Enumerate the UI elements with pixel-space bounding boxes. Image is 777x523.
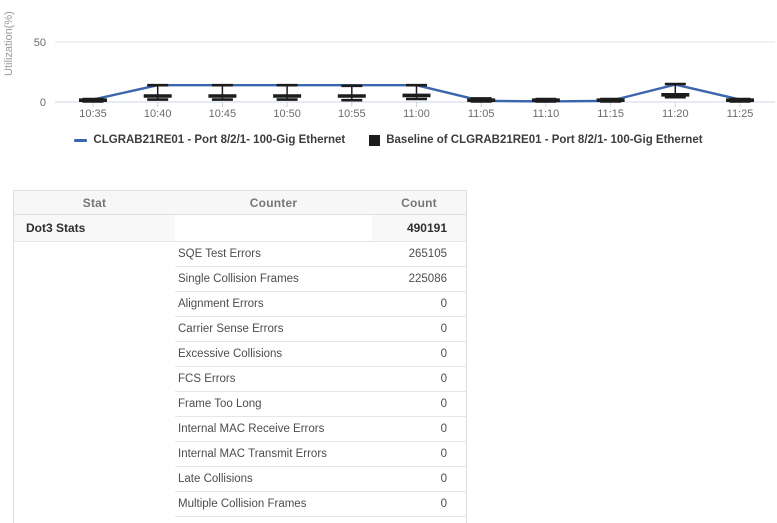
legend-baseline-label: Baseline of CLGRAB21RE01 - Port 8/2/1- 1… <box>386 134 703 146</box>
counter-cell: Internal MAC Transmit Errors <box>178 448 327 460</box>
baseline-square-marker-icon <box>369 134 381 146</box>
svg-text:10:40: 10:40 <box>144 108 172 120</box>
table-row: Excessive Collisions 0 <box>175 342 466 367</box>
table-row: SQE Test Errors 265105 <box>175 242 466 267</box>
table-row: Internal MAC Transmit Errors 0 <box>175 442 466 467</box>
dot3-stats-table: Stat Counter Count Dot3 Stats 490191 SQE… <box>13 190 467 523</box>
count-cell: 225086 <box>408 273 447 285</box>
svg-text:50: 50 <box>34 37 46 49</box>
count-cell: 0 <box>440 298 447 310</box>
group-summary-row: Dot3 Stats 490191 <box>13 215 467 242</box>
counter-cell: Carrier Sense Errors <box>178 323 284 335</box>
svg-text:10:45: 10:45 <box>209 108 237 120</box>
counter-cell: Excessive Collisions <box>178 348 283 360</box>
group-stat-cell: Dot3 Stats <box>14 215 175 241</box>
count-cell: 0 <box>440 473 447 485</box>
count-cell: 0 <box>440 448 447 460</box>
counter-cell: Internal MAC Receive Errors <box>178 423 325 435</box>
utilization-chart[interactable]: 50 0 Utilization(%) 10:35 10:40 10:45 10:50 10:… <box>0 0 777 128</box>
table-header-row: Stat Counter Count <box>13 190 467 215</box>
utilization-chart-canvas[interactable]: 50 0 Utilization(%) 10:35 10:40 10:45 10:50 10:… <box>0 0 777 128</box>
svg-text:11:10: 11:10 <box>533 108 560 120</box>
clipped-next-row <box>13 517 467 523</box>
column-header-counter: Counter <box>249 195 298 210</box>
svg-text:10:55: 10:55 <box>338 108 366 120</box>
count-cell: 0 <box>440 398 447 410</box>
counter-cell: Single Collision Frames <box>178 273 299 285</box>
count-cell: 0 <box>440 373 447 385</box>
table-row: Multiple Collision Frames 0 <box>175 492 466 517</box>
line-series-marker-icon <box>74 138 88 142</box>
stat-column-spacer <box>14 242 175 517</box>
svg-text:11:00: 11:00 <box>403 108 430 120</box>
svg-text:10:35: 10:35 <box>79 108 107 120</box>
table-row: Single Collision Frames 225086 <box>175 267 466 292</box>
counter-cell: SQE Test Errors <box>178 248 261 260</box>
column-header-count: Count <box>401 195 437 210</box>
svg-text:11:15: 11:15 <box>597 108 624 120</box>
legend-item-series[interactable]: CLGRAB21RE01 - Port 8/2/1- 100-Gig Ether… <box>74 134 345 146</box>
svg-text:Utilization(%): Utilization(%) <box>3 11 15 76</box>
counter-cell: Late Collisions <box>178 473 253 485</box>
legend-series-label: CLGRAB21RE01 - Port 8/2/1- 100-Gig Ether… <box>93 134 346 146</box>
counter-cell: FCS Errors <box>178 373 236 385</box>
svg-text:10:50: 10:50 <box>273 108 301 120</box>
table-row: Late Collisions 0 <box>175 467 466 492</box>
count-cell: 0 <box>440 348 447 360</box>
count-cell: 265105 <box>408 248 447 260</box>
table-row: FCS Errors 0 <box>175 367 466 392</box>
count-cell: 0 <box>440 323 447 335</box>
column-header-stat: Stat <box>82 195 107 210</box>
svg-text:11:25: 11:25 <box>727 108 754 120</box>
svg-text:11:20: 11:20 <box>662 108 689 120</box>
counter-cell: Alignment Errors <box>178 298 264 310</box>
counter-cell: Multiple Collision Frames <box>178 498 307 510</box>
table-row: Carrier Sense Errors 0 <box>175 317 466 342</box>
chart-legend: CLGRAB21RE01 - Port 8/2/1- 100-Gig Ether… <box>0 134 777 146</box>
group-counter-cell <box>175 215 372 241</box>
count-cell: 0 <box>440 423 447 435</box>
count-cell: 0 <box>440 498 447 510</box>
table-row: Frame Too Long 0 <box>175 392 466 417</box>
legend-item-baseline[interactable]: Baseline of CLGRAB21RE01 - Port 8/2/1- 1… <box>369 134 703 146</box>
counter-cell: Frame Too Long <box>178 398 262 410</box>
table-body: SQE Test Errors 265105 Single Collision Fr… <box>13 242 467 517</box>
table-row: Alignment Errors 0 <box>175 292 466 317</box>
group-count-cell: 490191 <box>372 215 466 241</box>
svg-text:11:05: 11:05 <box>468 108 495 120</box>
svg-text:0: 0 <box>40 97 46 109</box>
counter-rows: SQE Test Errors 265105 Single Collision Fr… <box>175 242 466 517</box>
table-row: Internal MAC Receive Errors 0 <box>175 417 466 442</box>
